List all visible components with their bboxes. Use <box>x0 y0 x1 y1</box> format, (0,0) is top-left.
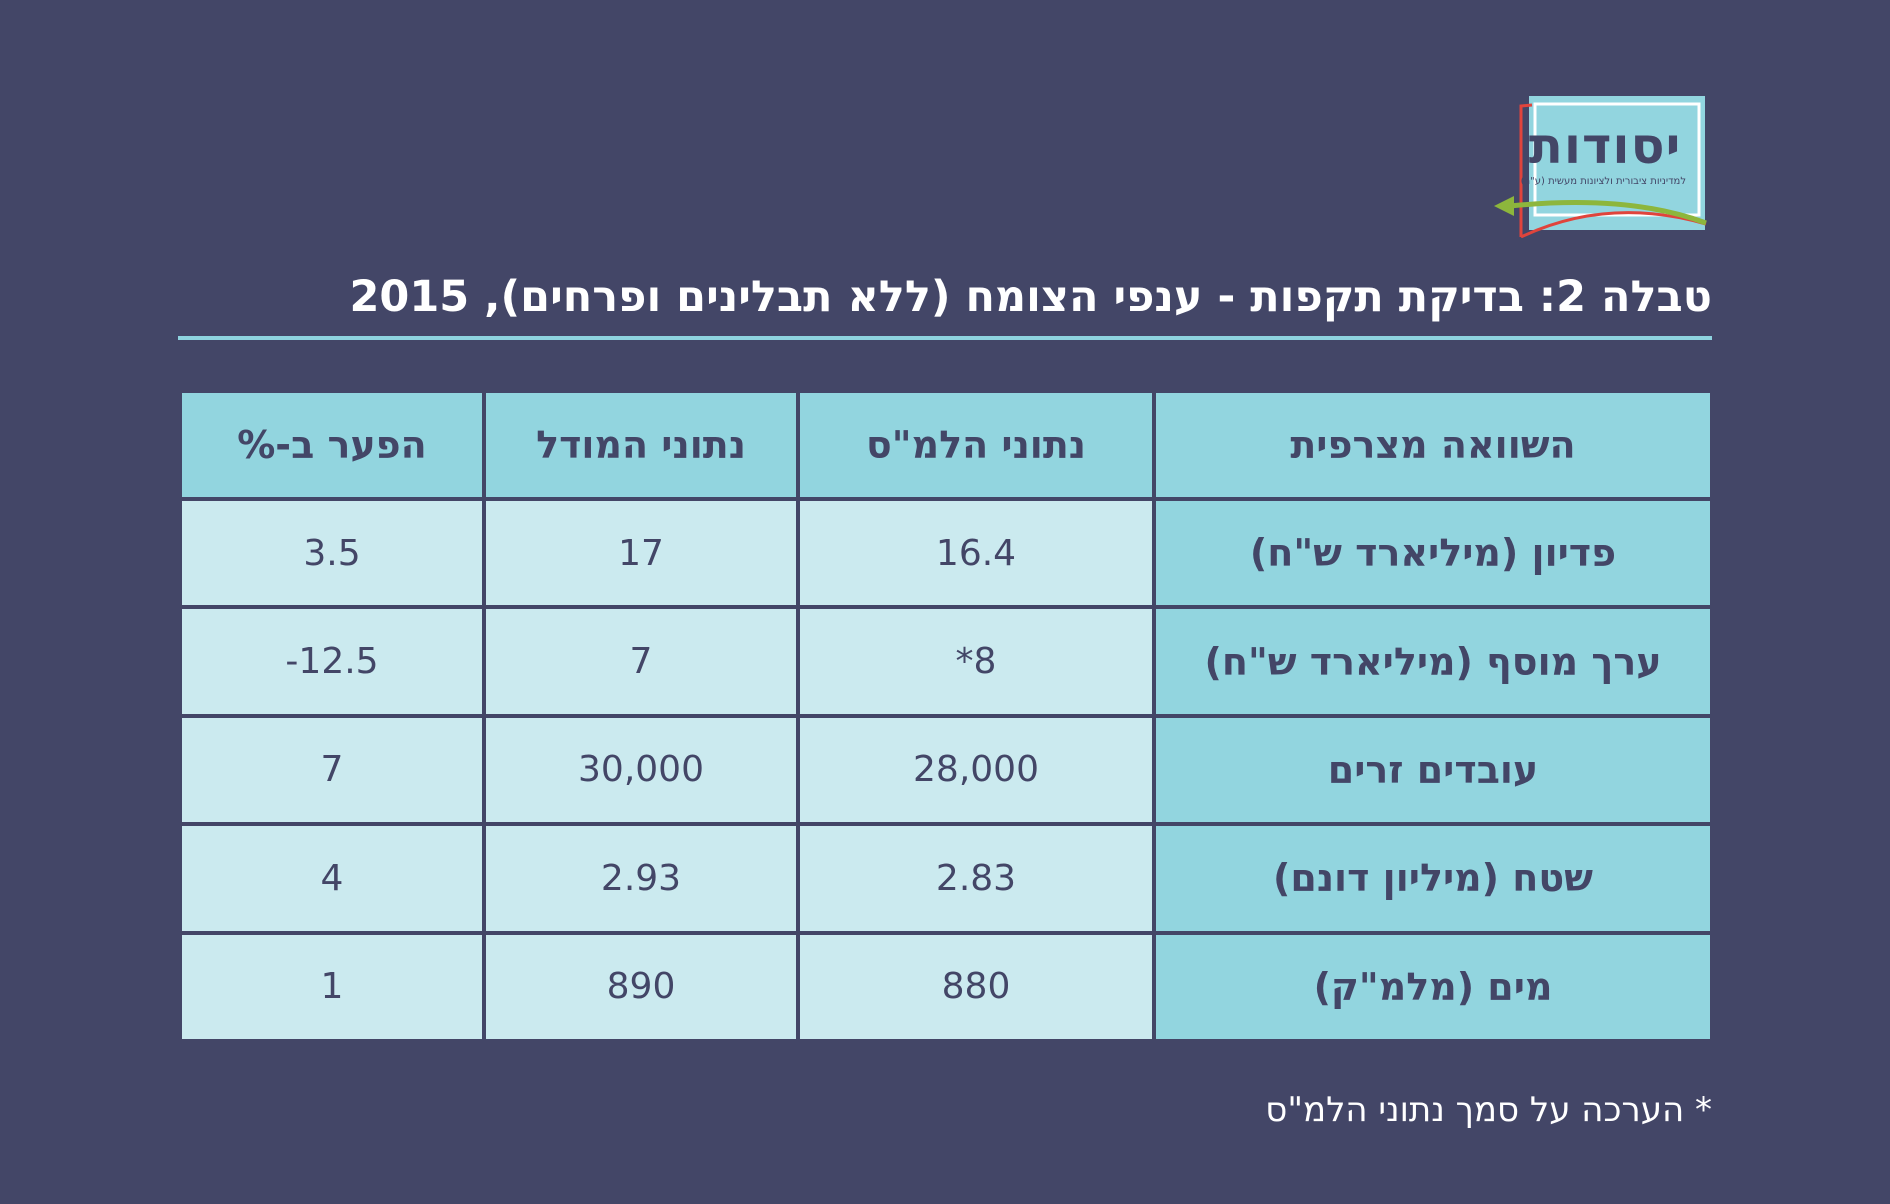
table-row: שטח (מיליון דונם) 2.83 2.93 4 <box>182 826 1710 931</box>
cbs-value: 28,000 <box>800 717 1152 823</box>
cell-value: 880 <box>941 966 1011 1008</box>
cell-value: *8 <box>955 641 997 683</box>
cell-value: 4 <box>320 857 344 899</box>
model-value: 17 <box>486 501 796 606</box>
model-value: 7 <box>486 609 796 714</box>
header-gap-percent: הפער ב-% <box>182 393 482 497</box>
table-row: מים (מלמ"ק) 880 890 1 <box>182 934 1710 1039</box>
footnote: * הערכה על סמך נתוני הלמ"ס <box>1265 1090 1712 1130</box>
cbs-value: 880 <box>800 934 1152 1039</box>
model-value: 2.93 <box>486 826 796 931</box>
table-row: פדיון (מיליארד ש"ח) 16.4 17 3.5 <box>182 501 1710 606</box>
model-value: 30,000 <box>486 717 796 823</box>
logo-name: יסודות <box>1528 117 1682 175</box>
cell-value: 890 <box>606 966 676 1008</box>
cell-value: 2.93 <box>600 857 682 899</box>
cbs-value: 16.4 <box>800 501 1152 606</box>
cell-value: 2.83 <box>935 857 1017 899</box>
cell-value: 17 <box>618 532 664 574</box>
title-divider <box>178 336 1712 340</box>
row-label-foreign-workers: עובדים זרים <box>1156 717 1710 823</box>
cell-value: -12.5 <box>285 641 379 683</box>
header-cbs-data: נתוני הלמ"ס <box>800 393 1152 497</box>
row-label-value-added: ערך מוסף (מיליארד ש"ח) <box>1156 609 1710 714</box>
table-row: ערך מוסף (מיליארד ש"ח) *8 7 -12.5 <box>182 609 1710 714</box>
logo-graphic <box>1494 96 1707 238</box>
row-label-water: מים (מלמ"ק) <box>1156 934 1710 1039</box>
gap-value: -12.5 <box>182 609 482 714</box>
table-header-row: השוואה מצרפית נתוני הלמ"ס נתוני המודל הפ… <box>182 393 1710 497</box>
header-aggregate-comparison: השוואה מצרפית <box>1156 393 1710 497</box>
gap-value: 4 <box>182 826 482 931</box>
cell-value: 7 <box>320 749 344 791</box>
row-label-area: שטח (מיליון דונם) <box>1156 826 1710 931</box>
gap-value: 1 <box>182 934 482 1039</box>
cbs-value: *8 <box>800 609 1152 714</box>
model-value: 890 <box>486 934 796 1039</box>
cell-value: 28,000 <box>913 749 1039 791</box>
page-title: טבלה 2: בדיקת תקפות - ענפי הצומח (ללא תב… <box>349 272 1712 322</box>
header-model-data: נתוני המודל <box>486 393 796 497</box>
cell-value: 1 <box>320 966 344 1008</box>
row-label-revenue: פדיון (מיליארד ש"ח) <box>1156 501 1710 606</box>
yesodot-logo: יסודות למדיניות ציבורית ולציונות מעשית (… <box>1488 94 1710 238</box>
cell-value: 16.4 <box>935 532 1017 574</box>
cell-value: 3.5 <box>303 532 361 574</box>
gap-value: 7 <box>182 717 482 823</box>
cell-value: 7 <box>629 641 653 683</box>
logo-tagline: למדיניות ציבורית ולציונות מעשית (ע"ר) <box>1520 176 1686 187</box>
table-row: עובדים זרים 28,000 30,000 7 <box>182 717 1710 823</box>
cell-value: 30,000 <box>578 749 704 791</box>
gap-value: 3.5 <box>182 501 482 606</box>
validity-table: השוואה מצרפית נתוני הלמ"ס נתוני המודל הפ… <box>178 389 1714 1043</box>
cbs-value: 2.83 <box>800 826 1152 931</box>
